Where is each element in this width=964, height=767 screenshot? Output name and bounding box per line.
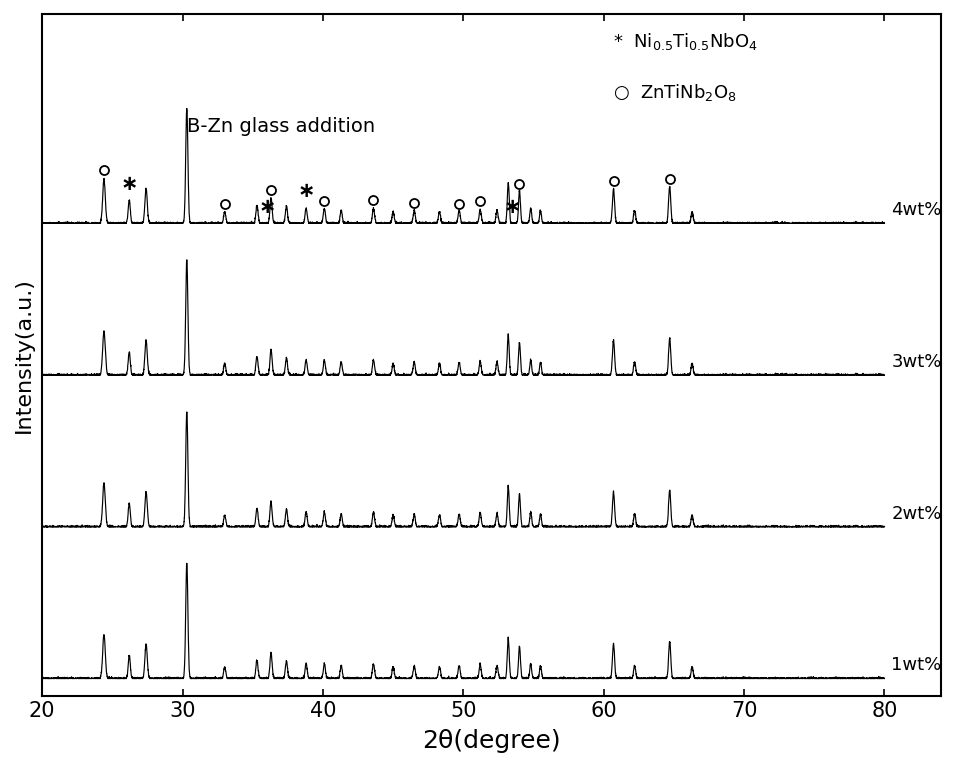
- Text: ∗: ∗: [504, 197, 522, 217]
- Text: ○  ZnTiNb$_2$O$_8$: ○ ZnTiNb$_2$O$_8$: [613, 82, 736, 103]
- Text: ∗: ∗: [120, 174, 138, 194]
- Text: B-Zn glass addition: B-Zn glass addition: [187, 117, 375, 136]
- Text: 3wt%: 3wt%: [892, 353, 942, 370]
- Text: 2wt%: 2wt%: [892, 505, 942, 522]
- Text: ∗: ∗: [258, 197, 276, 217]
- Text: $*$  Ni$_{0.5}$Ti$_{0.5}$NbO$_4$: $*$ Ni$_{0.5}$Ti$_{0.5}$NbO$_4$: [613, 31, 758, 52]
- Text: 4wt%: 4wt%: [892, 201, 942, 219]
- X-axis label: 2θ(degree): 2θ(degree): [422, 729, 561, 753]
- Text: ∗: ∗: [297, 181, 315, 201]
- Y-axis label: Intensity(a.u.): Intensity(a.u.): [13, 277, 34, 433]
- Text: 1wt%: 1wt%: [892, 657, 942, 674]
